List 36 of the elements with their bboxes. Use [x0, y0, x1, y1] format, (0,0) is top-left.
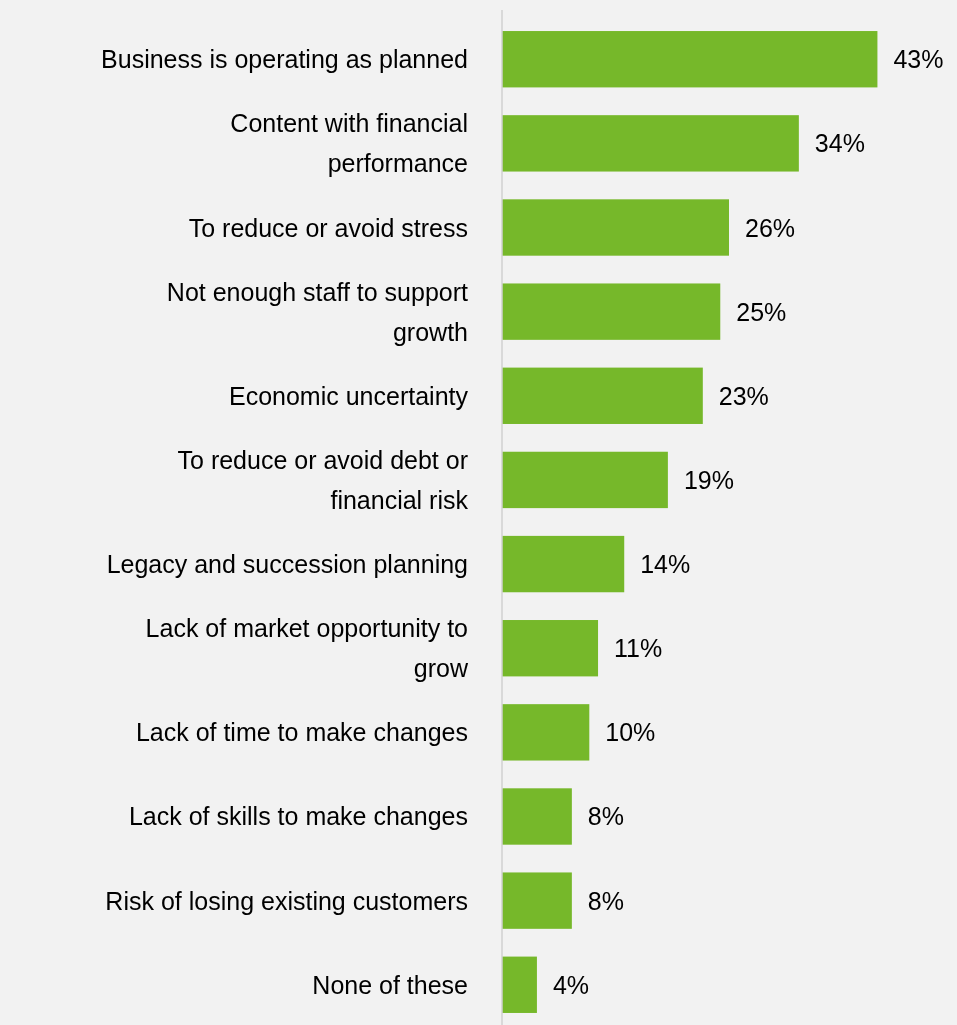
y-tick-label: To reduce or avoid stress	[188, 213, 468, 242]
y-tick-label: None of these	[312, 970, 468, 999]
bar	[502, 788, 572, 845]
y-tick-label: Lack of skills to make changes	[128, 802, 468, 831]
data-label: 19%	[683, 465, 734, 494]
data-label: 8%	[587, 886, 624, 915]
bar	[502, 283, 721, 340]
y-tick-label: Content with financial performance	[230, 109, 468, 178]
data-label: 34%	[814, 129, 865, 158]
data-label: 10%	[605, 718, 656, 747]
bar	[502, 872, 572, 929]
bar	[502, 956, 537, 1013]
bar	[502, 367, 703, 424]
bar	[502, 451, 668, 509]
y-tick-label: To reduce or avoid debt or financial risk	[177, 445, 469, 514]
data-label: 11%	[614, 634, 663, 663]
data-label: 8%	[587, 802, 624, 831]
y-tick-label: Lack of market opportunity to grow	[145, 614, 469, 683]
bar	[502, 31, 878, 88]
data-label: 43%	[893, 45, 944, 74]
data-label: 14%	[640, 550, 691, 579]
bar	[502, 115, 799, 172]
data-label: 23%	[718, 381, 769, 410]
data-label: 25%	[736, 297, 787, 326]
y-tick-label: Business is operating as planned	[101, 45, 468, 74]
bar	[502, 620, 599, 677]
bar	[502, 535, 625, 593]
y-tick-label: Lack of time to make changes	[135, 718, 468, 747]
bar	[502, 704, 590, 761]
data-label: 4%	[552, 970, 590, 999]
y-tick-label: Legacy and succession planning	[106, 550, 468, 579]
data-label: 26%	[745, 213, 796, 242]
y-tick-label: Risk of losing existing customers	[105, 886, 468, 915]
y-tick-label: Economic uncertainty	[228, 381, 469, 410]
bar	[502, 199, 729, 256]
y-tick-label: Not enough staff to support growth	[166, 277, 469, 346]
